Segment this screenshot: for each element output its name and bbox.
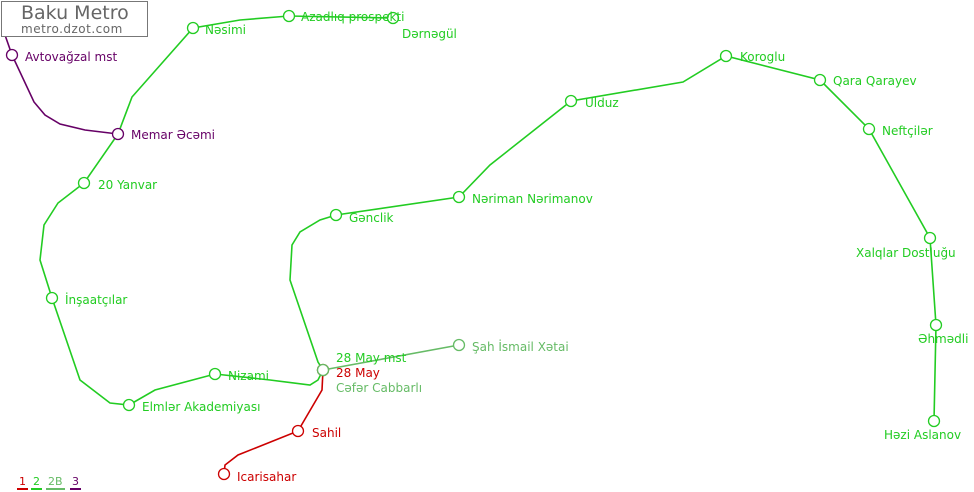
metro-line-1 [223,369,324,475]
legend-line-2b[interactable]: 2B [46,475,65,490]
station-label[interactable]: Ulduz [585,96,619,110]
title-box: Baku Metro metro.dzot.com [1,1,148,37]
station-label[interactable]: Əhmədli [918,332,968,346]
station-marker[interactable] [217,467,231,481]
station[interactable]: Azadlıq prospekti [282,9,405,24]
metro-line-2 [289,55,937,422]
station-marker[interactable] [452,190,466,204]
station-label[interactable]: Nəriman Nərimanov [472,192,593,206]
station[interactable]: Ulduz [564,94,619,111]
station-marker[interactable] [813,73,827,87]
station[interactable]: İnşaatçılar [45,291,128,307]
station[interactable]: Avtovağzal mst [5,48,118,65]
station-label[interactable]: Icarisahar [237,470,296,484]
station-marker[interactable] [329,208,343,222]
station-label[interactable]: Nəsimi [205,23,246,37]
station[interactable]: Nəriman Nərimanov [452,190,593,207]
station[interactable]: Dərnəgül [386,11,457,42]
station-marker[interactable] [316,363,330,377]
station-marker[interactable] [719,49,733,63]
map-title: Baku Metro [21,2,129,24]
station-label[interactable]: Gənclik [349,211,394,225]
station-marker[interactable] [386,11,400,25]
station[interactable]: 20 Yanvar [77,176,158,193]
station[interactable]: Icarisahar [217,467,297,485]
station-marker[interactable] [77,176,91,190]
station-marker[interactable] [111,127,125,141]
station-label[interactable]: 28 May mst [336,351,407,365]
station-marker[interactable] [5,48,19,62]
station-label[interactable]: Xalqlar Dostluğu [856,246,956,260]
station-label[interactable]: Elmlər Akademiyası [142,400,260,414]
station-label[interactable]: Nizami [228,369,269,383]
station[interactable]: Elmlər Akademiyası [122,398,261,415]
station-label[interactable]: 28 May [336,366,380,380]
station-label[interactable]: Sahil [312,426,341,440]
station[interactable]: Sahil [291,424,342,441]
station-marker[interactable] [122,398,136,412]
site-url[interactable]: metro.dzot.com [21,22,123,36]
station-label[interactable]: Neftçilər [882,124,933,138]
legend-line-1[interactable]: 1 [17,475,28,490]
station-label[interactable]: Avtovağzal mst [25,50,117,64]
station-label[interactable]: Azadlıq prospekti [301,10,404,24]
station-label[interactable]: İnşaatçılar [65,292,127,307]
station-marker[interactable] [291,424,305,438]
station-marker[interactable] [452,338,466,352]
station-label[interactable]: Memar Əcəmi [131,128,215,142]
station-label[interactable]: Həzi Aslanov [884,428,961,442]
station[interactable]: Neftçilər [862,122,933,139]
station-label[interactable]: Qara Qarayev [833,74,917,88]
station-label[interactable]: 20 Yanvar [98,178,157,192]
station-marker[interactable] [927,414,941,428]
station-label[interactable]: Koroglu [740,50,785,64]
station-marker[interactable] [929,318,943,332]
station[interactable]: Xalqlar Dostluğu [856,231,956,261]
station[interactable]: Qara Qarayev [813,73,917,88]
station[interactable]: Şah İsmail Xətai [452,338,569,354]
station-label[interactable]: Dərnəgül [402,27,457,41]
station[interactable]: Koroglu [719,49,786,64]
station-marker[interactable] [186,21,200,35]
metro-line-2b [322,344,460,371]
station-label[interactable]: Cəfər Cabbarlı [336,381,422,395]
station[interactable]: Gənclik [329,208,394,226]
station-marker[interactable] [208,367,222,381]
station-marker[interactable] [923,231,937,245]
station[interactable]: Nəsimi [186,21,246,38]
station[interactable]: Əhmədli [918,318,968,347]
legend-line-2[interactable]: 2 [31,475,42,490]
station-marker[interactable] [862,122,876,136]
station-marker[interactable] [45,291,59,305]
station[interactable]: Həzi Aslanov [884,414,961,443]
station[interactable]: Memar Əcəmi [111,127,215,142]
station-marker[interactable] [564,94,578,108]
station-marker[interactable] [282,9,296,23]
legend-line-3[interactable]: 3 [70,475,81,490]
station-label[interactable]: Şah İsmail Xətai [472,339,569,354]
metro-line-2 [39,15,394,406]
station[interactable]: Cəfər Cabbarlı [316,363,423,396]
station[interactable]: Nizami [208,367,270,384]
